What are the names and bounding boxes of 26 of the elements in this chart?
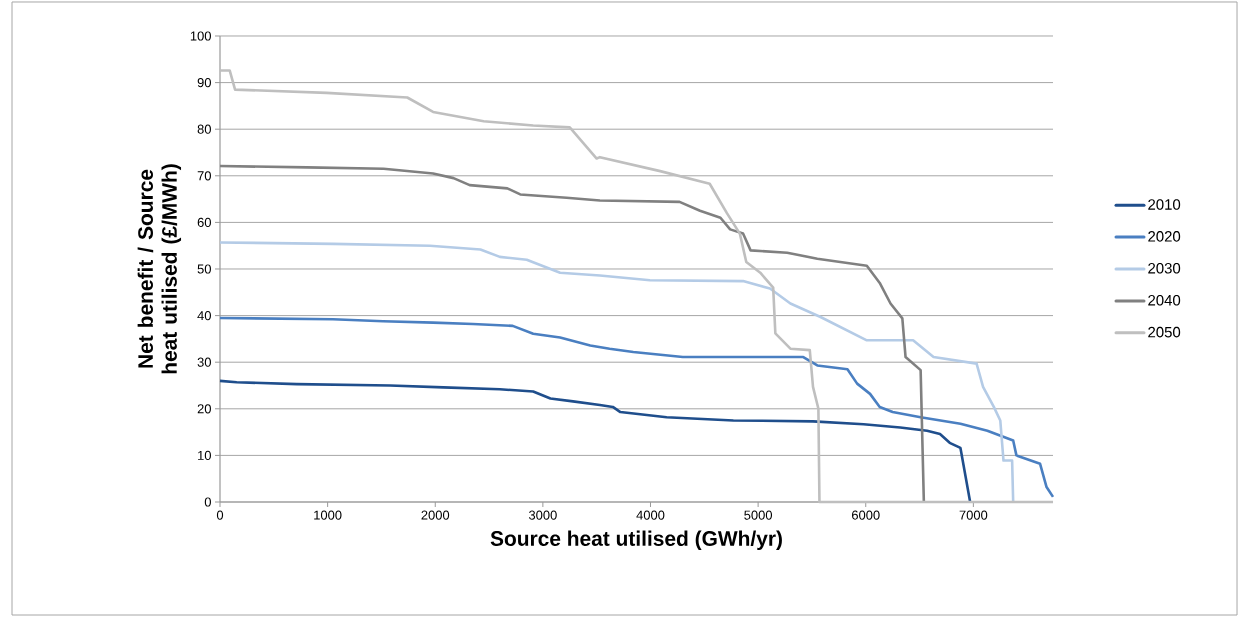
x-tick-label: 1000 (314, 510, 342, 520)
x-axis-title: Source heat utilised (GWh/yr) (490, 530, 782, 551)
y-tick-label: 40 (197, 311, 211, 321)
x-tick-label: 5000 (744, 510, 773, 520)
legend-label: 2040 (1148, 294, 1181, 306)
x-tick-label: 6000 (851, 510, 880, 520)
y-tick-label: 70 (197, 171, 211, 181)
y-axis-title: Net benefit / Source heat utilised (£/MWh) (137, 164, 182, 374)
y-tick-label: 80 (197, 124, 211, 134)
x-tick-label: 4000 (636, 510, 665, 520)
legend-label: 2020 (1148, 231, 1181, 242)
y-tick-label: 50 (197, 264, 211, 274)
legend-label: 2030 (1148, 263, 1181, 274)
x-tick-label: 3000 (528, 510, 557, 520)
x-tick-label: 0 (216, 510, 224, 520)
y-tick-label: 30 (197, 357, 211, 367)
y-tick-label: 20 (197, 404, 211, 414)
legend-label: 2050 (1148, 326, 1181, 338)
y-tick-label: 0 (204, 497, 211, 507)
y-tick-label: 100 (190, 31, 211, 41)
x-tick-label: 2000 (421, 510, 450, 520)
y-tick-label: 60 (197, 217, 211, 227)
y-tick-label: 90 (197, 78, 211, 88)
legend-label: 2010 (1148, 199, 1181, 210)
y-tick-label: 10 (198, 450, 211, 460)
x-tick-label: 7000 (959, 510, 988, 520)
